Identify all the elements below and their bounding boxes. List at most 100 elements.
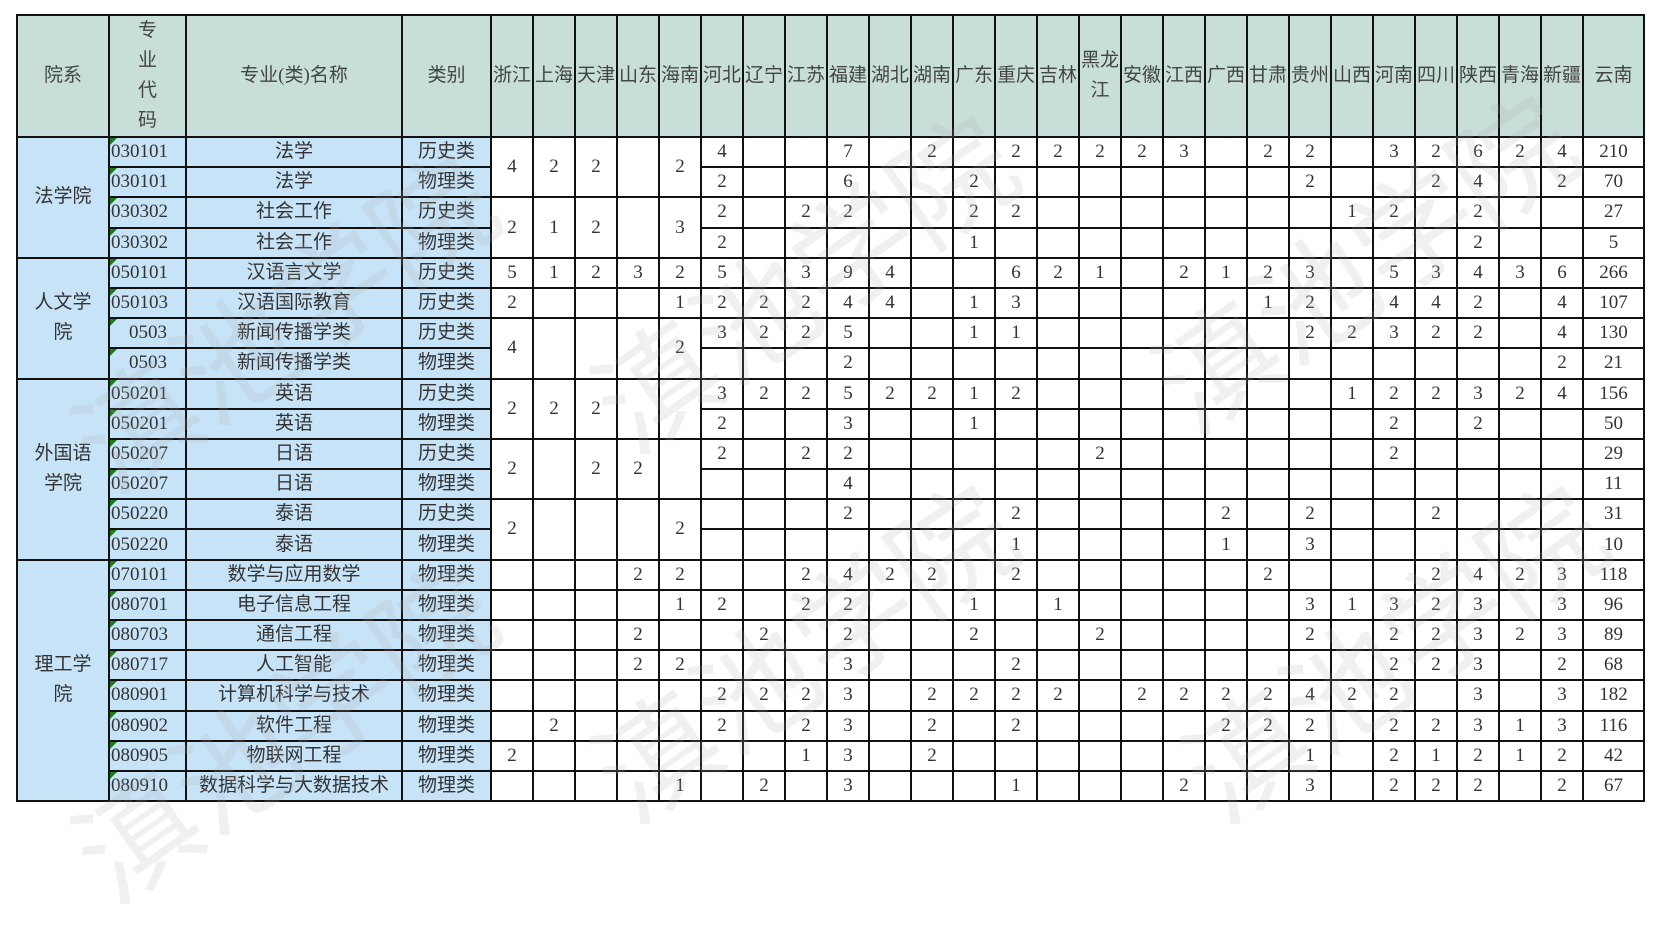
quota-cell [1162,166,1206,199]
quota-cell [1036,468,1080,501]
quota-cell [868,437,912,471]
quota-cell: 1 [1204,256,1248,289]
quota-cell: 2 [910,558,954,591]
quota-cell: 2 [994,709,1038,742]
category-cell: 物理类 [401,407,492,440]
quota-cell [532,649,576,682]
quota-cell [910,226,954,259]
header-province: 云南 [1582,14,1645,138]
quota-cell: 2 [490,286,534,320]
quota-cell [658,618,702,652]
quota-cell: 2 [784,679,828,712]
quota-cell [1036,618,1080,652]
quota-cell [1372,347,1416,380]
quota-cell [910,769,954,803]
quota-cell: 50 [1582,407,1645,440]
major-name-cell: 汉语言文学 [185,256,403,289]
quota-cell: 2 [574,256,618,289]
quota-cell [1372,528,1416,561]
quota-cell [1120,317,1164,350]
quota-cell [574,709,618,742]
quota-cell [1330,739,1374,772]
quota-cell [1540,196,1584,229]
code-cell: 080902 [108,709,187,742]
table-row: 080703 通信工程 物理类 2 2 2 2 2 2 2 2 3 2 3 89 [17,618,1645,652]
header-province: 重庆 [994,14,1038,138]
quota-cell [868,196,912,229]
quota-cell [1204,769,1248,803]
quota-cell: 1 [532,196,576,259]
quota-cell [1204,558,1248,591]
quota-cell [1036,407,1080,440]
quota-cell: 2 [700,588,744,622]
quota-cell: 3 [1498,256,1542,289]
quota-cell: 2 [658,558,702,591]
quota-cell: 1 [952,407,996,440]
quota-cell: 6 [826,166,870,199]
quota-cell: 2 [1372,739,1416,772]
quota-cell: 4 [700,135,744,169]
quota-cell: 3 [1456,709,1500,742]
category-cell: 历史类 [401,256,492,289]
quota-cell: 1 [994,769,1038,803]
quota-cell: 1 [994,528,1038,561]
quota-cell [1498,649,1542,682]
quota-cell: 2 [658,649,702,682]
quota-cell: 2 [1414,618,1458,652]
quota-cell: 2 [1456,286,1500,320]
quota-cell: 2 [1498,135,1542,169]
quota-cell: 2 [952,618,996,652]
quota-cell [1036,739,1080,772]
quota-cell [1498,347,1542,380]
quota-cell [1078,709,1122,742]
quota-cell: 3 [1372,135,1416,169]
table-row: 080701 电子信息工程 物理类 1 2 2 2 1 1 3 1 3 2 3 3 96 [17,588,1645,622]
header-province: 江苏 [784,14,828,138]
table-row: 050220 泰语 物理类 1 1 3 10 [17,528,1645,561]
table-row: 050201 英语 物理类 2 3 1 2 2 50 [17,407,1645,440]
quota-cell: 3 [1288,528,1332,561]
college-cell: 人文学院 [16,256,110,380]
quota-cell [1162,196,1206,229]
quota-cell: 2 [784,558,828,591]
quota-cell: 2 [700,226,744,259]
quota-cell: 2 [1456,317,1500,350]
quota-cell [700,769,744,803]
quota-cell [1204,649,1248,682]
quota-cell: 3 [826,649,870,682]
quota-cell: 1 [658,769,702,803]
quota-cell [532,769,576,803]
quota-cell [742,226,786,259]
quota-cell [868,468,912,501]
table-row: 030302 社会工作 历史类 2 1 2 3 2 2 2 2 2 1 2 2 27 [17,196,1645,259]
quota-cell: 2 [1120,135,1164,169]
quota-cell: 2 [1246,709,1290,742]
quota-cell [574,679,618,712]
quota-cell [1204,166,1248,199]
quota-cell [1120,226,1164,259]
quota-cell [1498,226,1542,259]
quota-cell [1162,286,1206,320]
quota-cell [1414,679,1458,712]
quota-cell [1120,739,1164,772]
header-province: 吉林 [1036,14,1080,138]
quota-cell [1498,528,1542,561]
quota-cell [952,558,996,591]
quota-cell: 1 [784,739,828,772]
header-province: 湖南 [910,14,954,138]
quota-cell: 2 [1036,679,1080,712]
category-cell: 物理类 [401,769,492,803]
quota-cell [910,468,954,501]
category-cell: 历史类 [401,286,492,320]
quota-cell: 2 [742,769,786,803]
quota-cell [868,769,912,803]
quota-cell [1330,769,1374,803]
quota-cell [1036,649,1080,682]
quota-cell: 3 [1414,256,1458,289]
quota-cell [616,588,660,622]
quota-cell: 3 [616,256,660,289]
quota-cell: 3 [1456,679,1500,712]
quota-cell: 10 [1582,528,1645,561]
quota-cell [1246,649,1290,682]
quota-cell [1330,709,1374,742]
